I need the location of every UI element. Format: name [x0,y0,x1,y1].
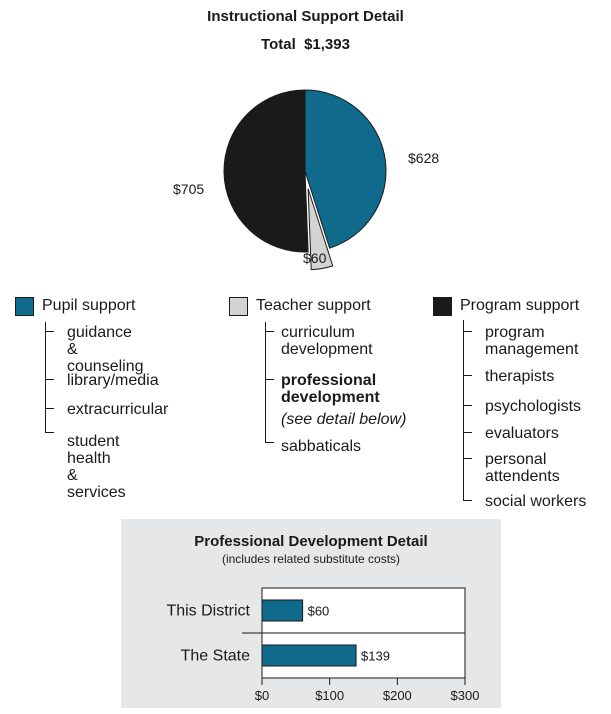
legend-swatch-pupil [15,297,34,316]
legend-swatch-program [433,297,452,316]
pie-slice-teacher [307,188,334,271]
bar [261,599,304,622]
pie-label-program: $705 [173,181,205,197]
pie-chart [223,89,387,271]
pie-label-teacher: $60 [303,250,327,266]
pie-total: Total $1,393 [261,36,350,53]
x-tick-label: $100 [315,688,344,703]
pie-slice-program [223,89,309,253]
pd-bar-chart: This District $60 The State $139 $0 $100 $200 $… [166,587,480,703]
tree-item-student-health: student health & services [67,433,126,501]
pd-subtitle: (includes related substitute costs) [221,552,401,566]
legend-name-program: Program support [460,297,580,314]
x-tick-label: $200 [383,688,412,703]
tree-item-personal-attendents: personal attendents [485,451,560,485]
category-label: This District [166,603,250,620]
tree-item-social-workers: social workers [485,493,587,510]
tree-item-curriculum: curriculum development [281,324,373,358]
bar-value-label: $60 [308,604,330,619]
tree-item-guidance: guidance & counseling [67,324,144,375]
tree-item-sabbaticals: sabbaticals [281,438,362,455]
tree-note-see-detail: (see detail below) [281,411,407,428]
pie-title: Instructional Support Detail [207,8,404,25]
tree-line-program [463,320,464,501]
tree-item-library: library/media [67,372,159,389]
category-label: The State [181,648,250,665]
bar-value-label: $139 [361,649,390,664]
tree-item-psychologists: psychologists [485,398,582,415]
tree-item-program-management: program management [485,324,579,358]
tree-item-evaluators: evaluators [485,425,559,442]
legend-name-pupil: Pupil support [42,297,136,314]
pie-slice-pupil [304,89,387,249]
legend-name-teacher: Teacher support [256,297,371,314]
tree-line-teacher [265,322,266,443]
tree-item-therapists: therapists [485,368,555,385]
x-tick-label: $300 [451,688,480,703]
bar [261,644,357,667]
tree-line-pupil [45,322,46,433]
tree-item-extracurricular: extracurricular [67,401,169,418]
tree-item-professional-development: professional development [281,372,380,406]
x-tick-label: $0 [255,688,269,703]
legend-swatch-teacher [229,297,248,316]
pd-title: Professional Development Detail [194,533,428,550]
pie-label-pupil: $628 [408,150,440,166]
pd-panel: Professional Development Detail (include… [121,519,501,708]
